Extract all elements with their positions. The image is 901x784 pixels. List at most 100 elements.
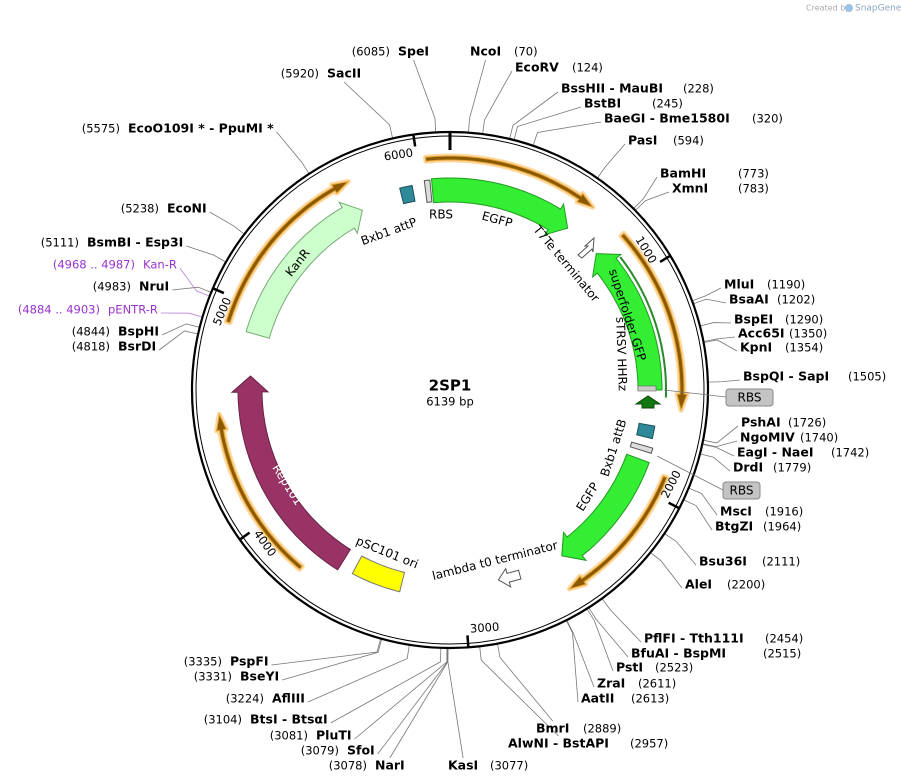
orf-halo [223,179,351,326]
enzyme-name: NarI [375,758,405,773]
enzyme-name: EcoO109I * - PpuMI * [128,121,274,136]
site-line [271,638,382,666]
enzyme-position: (124) [572,61,603,75]
enzyme-name: EagI - NaeI [737,445,814,460]
enzyme-name: BsmBI - Esp3I [87,235,183,250]
enzyme-position: (1505) [848,370,886,384]
bxb1-attb [636,422,656,440]
site-line [702,440,738,448]
enzyme-name: BseYI [240,669,279,684]
enzyme-name: AflIII [272,691,305,706]
enzyme-position: (1350) [789,327,827,341]
enzyme-position: (773) [738,167,769,181]
enzyme-position: (1726) [788,416,826,430]
feature-label: RBS [738,391,762,405]
site-line [186,245,227,263]
site-line [703,339,738,352]
enzyme-position: (5575) [82,122,120,136]
feature-label: sTRSV HHRz [613,317,630,392]
site-line [586,608,614,672]
enzyme-position: (5238) [121,202,159,216]
enzyme-position: (5920) [281,67,319,81]
enzyme-position: (3224) [226,692,264,706]
site-line [496,643,553,722]
site-line [468,59,486,133]
enzyme-name: PspFI [230,654,269,669]
enzyme-name: AleI [685,577,712,592]
site-line [635,191,670,211]
plasmid-name: 2SP1 [429,377,472,395]
enzyme-name: BtgZI [715,519,753,534]
t7te-terminator [577,236,595,259]
enzyme-name: BamHI [660,166,706,181]
site-line [650,552,683,589]
enzyme-position: (1202) [777,293,815,307]
egfp-arrow [561,453,650,562]
orf-arrow [225,180,350,324]
feature-label: Bxb1 attP [359,215,419,248]
site-line [707,379,741,383]
site-line [377,647,448,755]
kanr-arrow [245,201,363,339]
enzyme-name: BspQI - SapI [743,369,829,384]
enzyme-name: PstI [616,660,643,675]
enzyme-position: (70) [514,45,538,59]
site-line [307,644,410,703]
scale-tick [212,287,225,295]
watermark-brand: SnapGene [855,4,901,14]
orf-arrow [424,155,595,209]
enzyme-name: KpnI [740,340,772,355]
enzyme-position: (4983) [93,280,131,294]
site-line [566,619,595,688]
site-line [482,70,513,135]
enzyme-position: (1964) [763,520,801,534]
site-line [688,487,718,516]
enzyme-position: (3079) [301,744,339,758]
enzyme-position: (1740) [800,431,838,445]
rbs-box [722,481,761,500]
enzyme-name: SpeI [398,44,429,59]
sfgfp-outline [619,256,667,398]
enzyme-position: (2454) [765,632,803,646]
enzyme-position: (4818) [72,340,110,354]
orf-arrow [215,412,303,571]
sfgfp-arrow [591,253,663,391]
pSC101-ori [351,555,406,593]
site-line [160,312,203,318]
enzyme-name: ZraI [597,676,625,691]
site-line [172,286,212,293]
site-line [447,647,464,759]
enzyme-position: (3078) [329,759,367,773]
site-line [532,121,602,146]
site-line [158,330,199,351]
site-line [354,647,448,740]
enzyme-position: (2611) [638,677,676,691]
egfp-arrow [430,177,569,236]
enzyme-position: (1916) [765,505,803,519]
shapes [158,59,741,759]
enzyme-name: AlwNI - BstAPI [508,736,609,751]
site-line [513,106,582,141]
feature-label: RBS [730,484,754,498]
site-line [479,646,559,737]
primer-name: pENTR-R [108,303,158,317]
enzyme-position: (4844) [72,325,110,339]
site-line [664,533,697,566]
watermark-prefix: Created by [806,4,850,13]
enzyme-position: (228) [683,82,714,96]
enzyme-position: (2111) [762,555,800,569]
site-line [413,59,437,133]
enzyme-name: PluTI [316,728,352,743]
scale-tick [466,635,470,648]
enzyme-name: EcoNI [167,201,207,216]
enzyme-name: BstBI [584,96,621,111]
enzyme-position: (2523) [655,661,693,675]
enzyme-name: PasI [628,133,657,148]
site-line [161,323,200,336]
enzyme-name: NruI [139,279,169,294]
rep101-arrow [230,375,352,571]
enzyme-position: (1742) [831,446,869,460]
enzyme-name: SacII [327,66,361,81]
enzyme-name: DrdI [733,460,763,475]
